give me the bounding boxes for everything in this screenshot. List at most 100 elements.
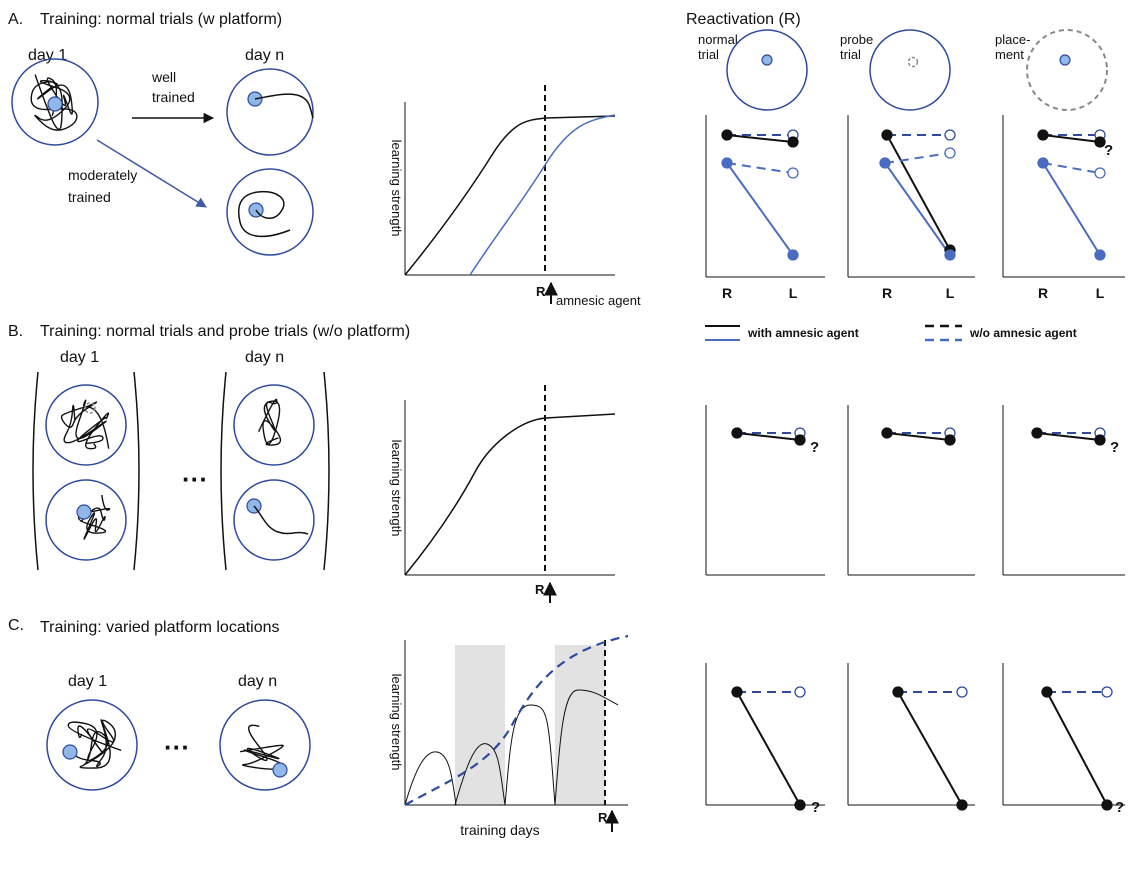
condition-label: ment: [995, 47, 1024, 62]
point: [795, 800, 805, 810]
pool: [1027, 30, 1107, 110]
panel-label: B.: [8, 323, 23, 340]
day-label: day n: [245, 349, 284, 366]
point: [1042, 687, 1052, 697]
solid-line: [1043, 163, 1100, 255]
x-category: L: [1096, 285, 1105, 301]
x-category: L: [789, 285, 798, 301]
bracket: [221, 372, 226, 570]
pool: [227, 169, 313, 255]
condition-label: trial: [840, 47, 861, 62]
day-label: day 1: [28, 47, 67, 64]
open-point: [1095, 168, 1105, 178]
solid-line: [727, 163, 793, 255]
panel-label: A.: [8, 11, 23, 28]
day-label: day n: [238, 673, 277, 690]
point: [1102, 800, 1112, 810]
legend-label: w/o amnesic agent: [969, 326, 1077, 340]
dashed-line: [885, 153, 950, 163]
page: { "panels": [ {"label": "A.", "title": "…: [0, 0, 1130, 872]
panel-title: Training: varied platform locations: [40, 619, 280, 636]
point: [788, 250, 798, 260]
r-marker: R: [598, 810, 608, 825]
point: [882, 130, 892, 140]
x-category: R: [722, 285, 732, 301]
x-category: R: [882, 285, 892, 301]
unknown-mark: ?: [1110, 439, 1119, 456]
solid-line: [737, 692, 800, 805]
swim-path: [240, 725, 283, 769]
day-label: day 1: [60, 349, 99, 366]
panel-title: Training: normal trials and probe trials…: [40, 323, 410, 340]
bracket: [33, 372, 38, 570]
arrow-label: well: [151, 69, 176, 85]
ellipsis: ···: [164, 732, 190, 762]
pool: [46, 480, 126, 560]
solid-line: [887, 433, 950, 440]
solid-line: [885, 163, 950, 255]
point: [788, 137, 798, 147]
bracket: [134, 372, 139, 570]
x-category: R: [1038, 285, 1048, 301]
point: [945, 250, 955, 260]
arrow-label: moderately: [68, 167, 137, 183]
session-curve: [505, 705, 555, 805]
pool: [234, 480, 314, 560]
open-point: [945, 148, 955, 158]
arrow-label: trained: [68, 189, 111, 205]
solid-line: [1043, 135, 1100, 142]
solid-line: [737, 433, 800, 440]
r-marker: R: [535, 582, 545, 597]
unknown-mark: ?: [1115, 799, 1124, 816]
platform: [1060, 55, 1070, 65]
dashed-line: [1043, 163, 1100, 173]
point: [722, 130, 732, 140]
swim-path: [254, 506, 308, 534]
swim-path: [259, 399, 281, 445]
pool: [46, 385, 126, 465]
platform: [273, 763, 287, 777]
agent-label: amnesic agent: [556, 293, 641, 308]
unknown-mark: ?: [1104, 142, 1113, 159]
day-label: day n: [245, 47, 284, 64]
swim-path: [255, 94, 313, 118]
open-point: [1102, 687, 1112, 697]
arrow-label: trained: [152, 89, 195, 105]
learning-curve: [405, 116, 615, 275]
reactivation-title: Reactivation (R): [686, 11, 801, 28]
point: [1038, 130, 1048, 140]
unknown-mark: ?: [811, 799, 820, 816]
bracket: [324, 372, 329, 570]
solid-line: [887, 135, 950, 250]
pool: [870, 30, 950, 110]
swim-path: [239, 192, 290, 237]
learning-curve: [470, 115, 615, 275]
y-label: learning strength: [389, 440, 404, 537]
platform: [63, 745, 77, 759]
y-label: learning strength: [389, 674, 404, 771]
day-label: day 1: [68, 673, 107, 690]
y-label: learning strength: [389, 140, 404, 237]
condition-label: trial: [698, 47, 719, 62]
point: [732, 428, 742, 438]
open-point: [957, 687, 967, 697]
session-curve: [405, 752, 456, 805]
swim-path: [78, 413, 109, 449]
open-point: [945, 130, 955, 140]
dashed-line: [727, 163, 793, 173]
condition-label: place-: [995, 32, 1030, 47]
point: [957, 800, 967, 810]
unknown-mark: ?: [810, 439, 819, 456]
point: [1038, 158, 1048, 168]
point: [880, 158, 890, 168]
legend-label: with amnesic agent: [747, 326, 859, 340]
platform: [77, 505, 91, 519]
condition-label: normal: [698, 32, 738, 47]
point: [882, 428, 892, 438]
pool: [220, 700, 310, 790]
learning-curve: [405, 414, 615, 575]
figure: A.Training: normal trials (w platform)da…: [0, 0, 1130, 872]
solid-line: [1047, 692, 1107, 805]
pool: [727, 30, 807, 110]
x-label: training days: [460, 822, 539, 838]
